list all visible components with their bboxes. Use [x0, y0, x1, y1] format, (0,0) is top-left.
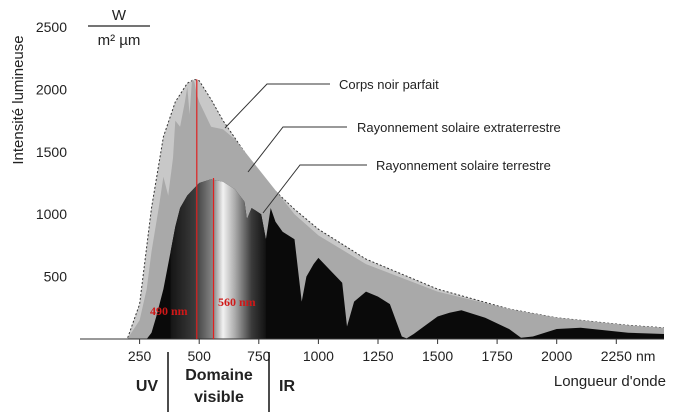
- x-axis-label: Longueur d'onde: [554, 373, 666, 390]
- x-tick-label: 500: [188, 348, 212, 364]
- y-tick-label: 1000: [36, 206, 67, 222]
- x-tick-label: 2250: [601, 348, 632, 364]
- curves-group: [127, 78, 665, 340]
- band-label-visible-line2: visible: [194, 389, 244, 406]
- x-tick-label: 1500: [422, 348, 453, 364]
- x-unit-label: nm: [636, 348, 655, 364]
- y-unit-denominator: m² µm: [98, 32, 141, 49]
- legend-label-extraterrestrial: Rayonnement solaire extraterrestre: [357, 120, 561, 135]
- band-label-uv: UV: [136, 378, 159, 395]
- marker-label-560nm: 560 nm: [218, 295, 256, 309]
- x-tick-label: 1250: [362, 348, 393, 364]
- y-tick-label: 500: [44, 269, 68, 285]
- line-blackbody-dotted: [127, 78, 665, 338]
- x-tick-label: 1750: [482, 348, 513, 364]
- legend-label-terrestrial: Rayonnement solaire terrestre: [376, 158, 551, 173]
- x-tick-label: 250: [128, 348, 152, 364]
- leader-line-blackbody: [224, 83, 330, 129]
- legend-label-blackbody: Corps noir parfait: [339, 77, 439, 92]
- leader-line-extraterrestrial: [247, 126, 347, 173]
- x-axis-ticks: 250 500 750 1000 1250 1500 1750 2000 2250: [128, 339, 632, 364]
- y-tick-label: 2500: [36, 19, 67, 35]
- y-tick-label: 1500: [36, 144, 67, 160]
- x-tick-label: 2000: [541, 348, 572, 364]
- y-axis-label: Intensité lumineuse: [10, 35, 27, 164]
- area-terrestrial: [146, 179, 664, 339]
- y-tick-label: 2000: [36, 81, 67, 97]
- y-axis-ticks: 500 1000 1500 2000 2500: [36, 19, 67, 285]
- y-unit-numerator: W: [112, 7, 127, 24]
- band-label-visible-line1: Domaine: [185, 367, 253, 384]
- marker-label-490nm: 490 nm: [150, 304, 188, 318]
- leader-line-terrestrial: [262, 164, 367, 214]
- band-label-ir: IR: [279, 378, 295, 395]
- x-tick-label: 1000: [303, 348, 334, 364]
- x-tick-label: 750: [247, 348, 271, 364]
